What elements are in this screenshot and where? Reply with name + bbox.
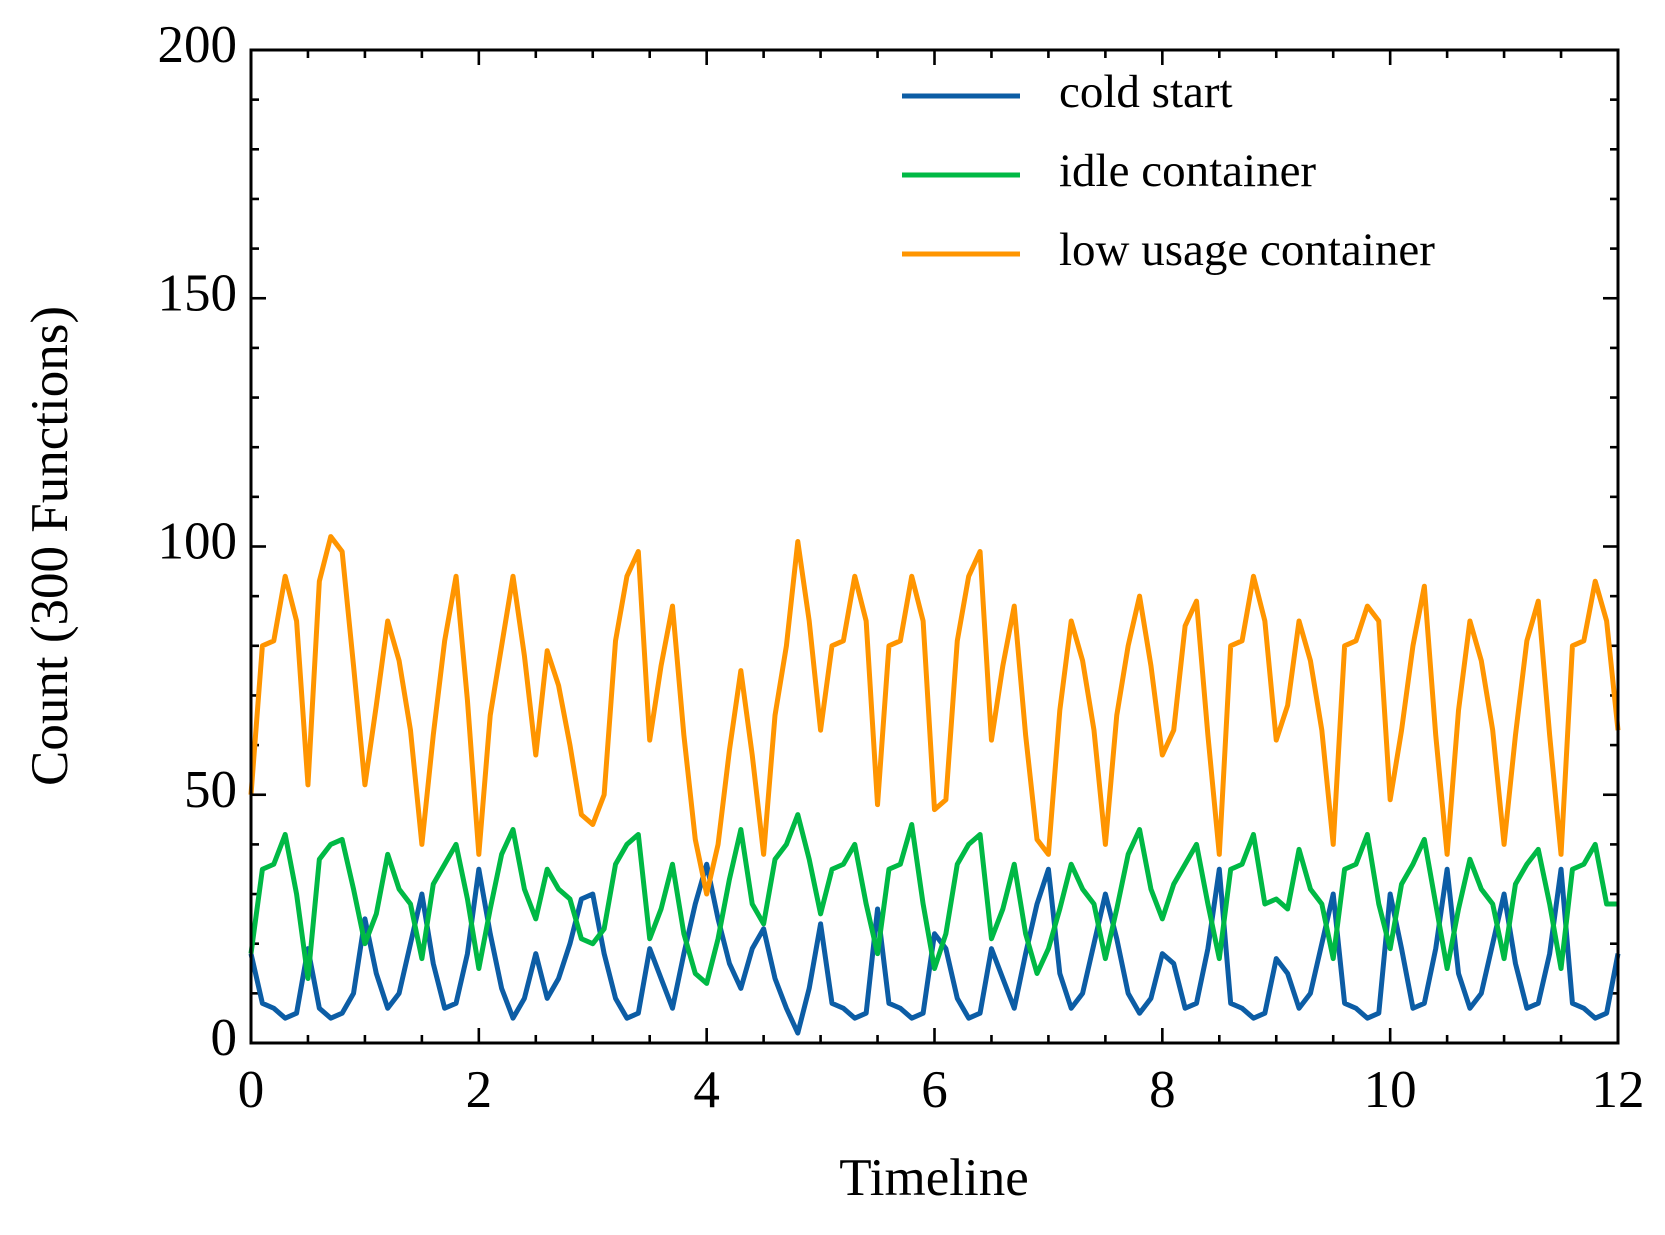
- x-axis-label: Timeline: [839, 1149, 1028, 1207]
- x-tick-label: 12: [1592, 1061, 1645, 1119]
- x-tick-label: 10: [1364, 1061, 1417, 1119]
- legend-label: low usage container: [1059, 224, 1435, 276]
- legend-label: cold start: [1059, 66, 1233, 118]
- x-tick-label: 4: [693, 1061, 720, 1119]
- y-axis-label: Count (300 Functions): [21, 306, 79, 786]
- series-line: [248, 534, 1621, 897]
- series-line: [248, 861, 1621, 1036]
- x-tick-label: 6: [921, 1061, 948, 1119]
- y-tick-label: 200: [158, 16, 238, 74]
- series-line: [248, 812, 1618, 986]
- y-tick-label: 100: [158, 513, 238, 571]
- y-tick-label: 50: [184, 761, 237, 819]
- y-tick-label: 150: [158, 264, 238, 322]
- x-tick-label: 2: [466, 1061, 493, 1119]
- x-tick-label: 8: [1149, 1061, 1176, 1119]
- x-tick-label: 0: [238, 1061, 265, 1119]
- legend-label: idle container: [1059, 145, 1316, 197]
- y-tick-label: 0: [211, 1009, 238, 1067]
